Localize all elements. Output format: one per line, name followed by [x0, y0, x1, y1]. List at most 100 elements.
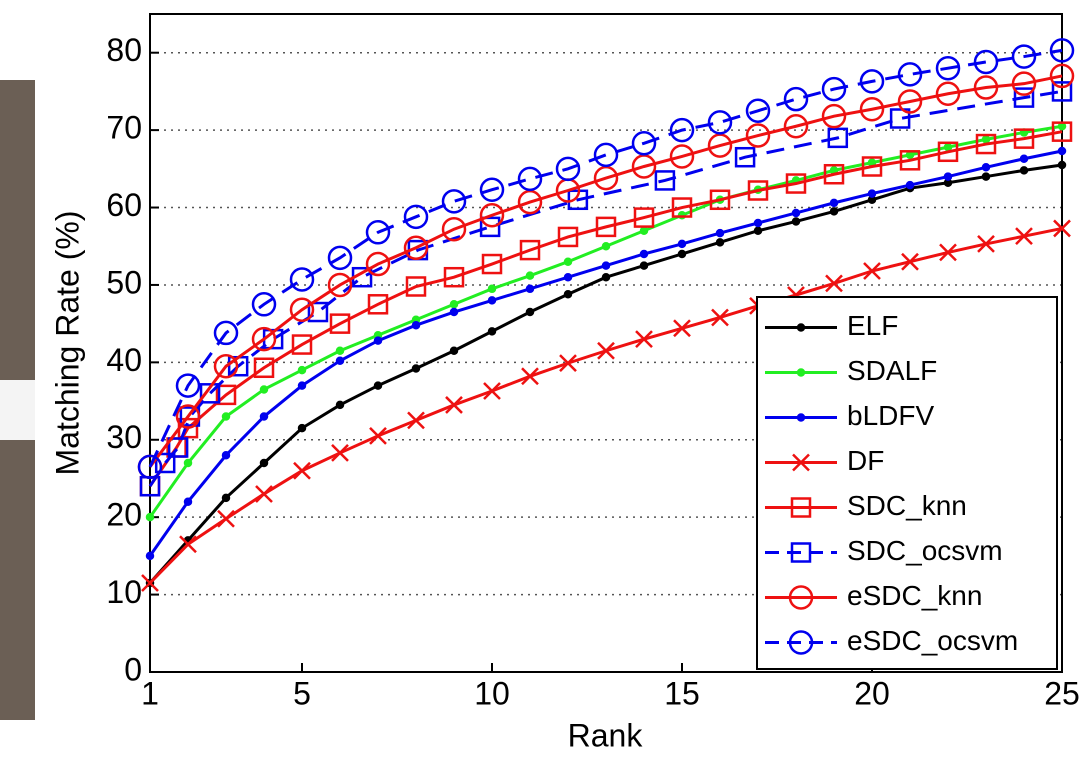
point: [654, 170, 676, 191]
point: [289, 267, 315, 292]
point: [709, 189, 731, 211]
point: [753, 226, 763, 236]
point: [411, 364, 421, 373]
point: [154, 452, 176, 474]
x-axis-label: Rank: [568, 717, 644, 753]
point: [199, 383, 221, 404]
legend-label: eSDC_knn: [847, 580, 982, 611]
point: [1013, 87, 1035, 108]
point: [445, 396, 463, 414]
point: [329, 313, 351, 334]
x-tick-label: 20: [854, 675, 890, 711]
point: [517, 166, 543, 192]
point: [213, 353, 239, 379]
point: [973, 49, 999, 75]
point: [525, 307, 535, 317]
point: [745, 123, 771, 148]
point: [403, 204, 429, 230]
point: [1051, 121, 1073, 142]
point: [715, 238, 725, 247]
point: [821, 76, 847, 102]
point: [863, 262, 881, 280]
y-tick-label: 30: [106, 419, 142, 455]
photo-gap: [0, 380, 35, 440]
point: [555, 156, 581, 182]
point: [1019, 154, 1029, 164]
y-tick-label: 0: [124, 651, 142, 687]
point: [1049, 63, 1075, 89]
point: [745, 98, 771, 124]
point: [563, 257, 573, 266]
point: [669, 144, 695, 169]
x-tick-label: 1: [141, 675, 159, 711]
point: [861, 156, 883, 177]
point: [559, 354, 577, 373]
point: [593, 142, 619, 168]
point: [291, 334, 313, 355]
point: [859, 96, 885, 122]
y-tick-label: 40: [106, 342, 142, 378]
point: [1057, 146, 1067, 156]
point: [981, 135, 991, 144]
legend-marker: [796, 323, 806, 332]
point: [937, 141, 959, 163]
point: [1011, 44, 1037, 69]
legend-label: ELF: [847, 310, 898, 341]
y-tick-label: 60: [106, 187, 142, 223]
point: [899, 150, 921, 171]
point: [335, 356, 345, 366]
point: [901, 252, 919, 271]
point: [563, 289, 573, 299]
point: [897, 89, 923, 114]
legend-marker: [788, 585, 814, 610]
point: [1051, 81, 1073, 102]
point: [859, 69, 885, 94]
legend-label: DF: [847, 445, 884, 476]
point: [981, 172, 991, 181]
point: [175, 373, 201, 398]
legend-label: eSDC_ocsvm: [847, 625, 1018, 656]
legend-marker: [790, 497, 812, 518]
point: [943, 142, 953, 152]
point: [179, 535, 197, 554]
point: [905, 150, 915, 160]
point: [213, 320, 239, 346]
point: [867, 189, 877, 198]
point: [403, 235, 429, 261]
point: [327, 245, 353, 271]
point: [407, 411, 425, 430]
point: [563, 272, 573, 282]
point: [525, 271, 535, 280]
point: [365, 251, 391, 277]
point: [639, 226, 649, 236]
point: [373, 381, 383, 390]
point: [441, 216, 467, 242]
point: [1049, 38, 1075, 63]
point: [411, 320, 421, 330]
point: [711, 308, 729, 327]
point: [601, 241, 611, 251]
point: [183, 497, 193, 506]
point: [167, 437, 189, 458]
y-tick-label: 10: [106, 574, 142, 610]
y-tick-label: 20: [106, 497, 142, 533]
point: [443, 266, 465, 288]
x-tick-label: 25: [1044, 675, 1080, 711]
point: [639, 249, 649, 259]
point: [331, 444, 349, 462]
point: [973, 75, 999, 100]
point: [369, 427, 387, 445]
point: [479, 177, 505, 202]
point: [747, 180, 769, 201]
point: [595, 216, 617, 238]
point: [145, 512, 155, 522]
point: [821, 103, 847, 129]
legend-marker: [792, 453, 810, 472]
point: [367, 294, 389, 315]
y-tick-label: 50: [106, 264, 142, 300]
point: [217, 509, 235, 528]
point: [1013, 128, 1035, 149]
point: [141, 574, 159, 592]
point: [783, 113, 809, 139]
plot-frame: [149, 13, 1063, 673]
